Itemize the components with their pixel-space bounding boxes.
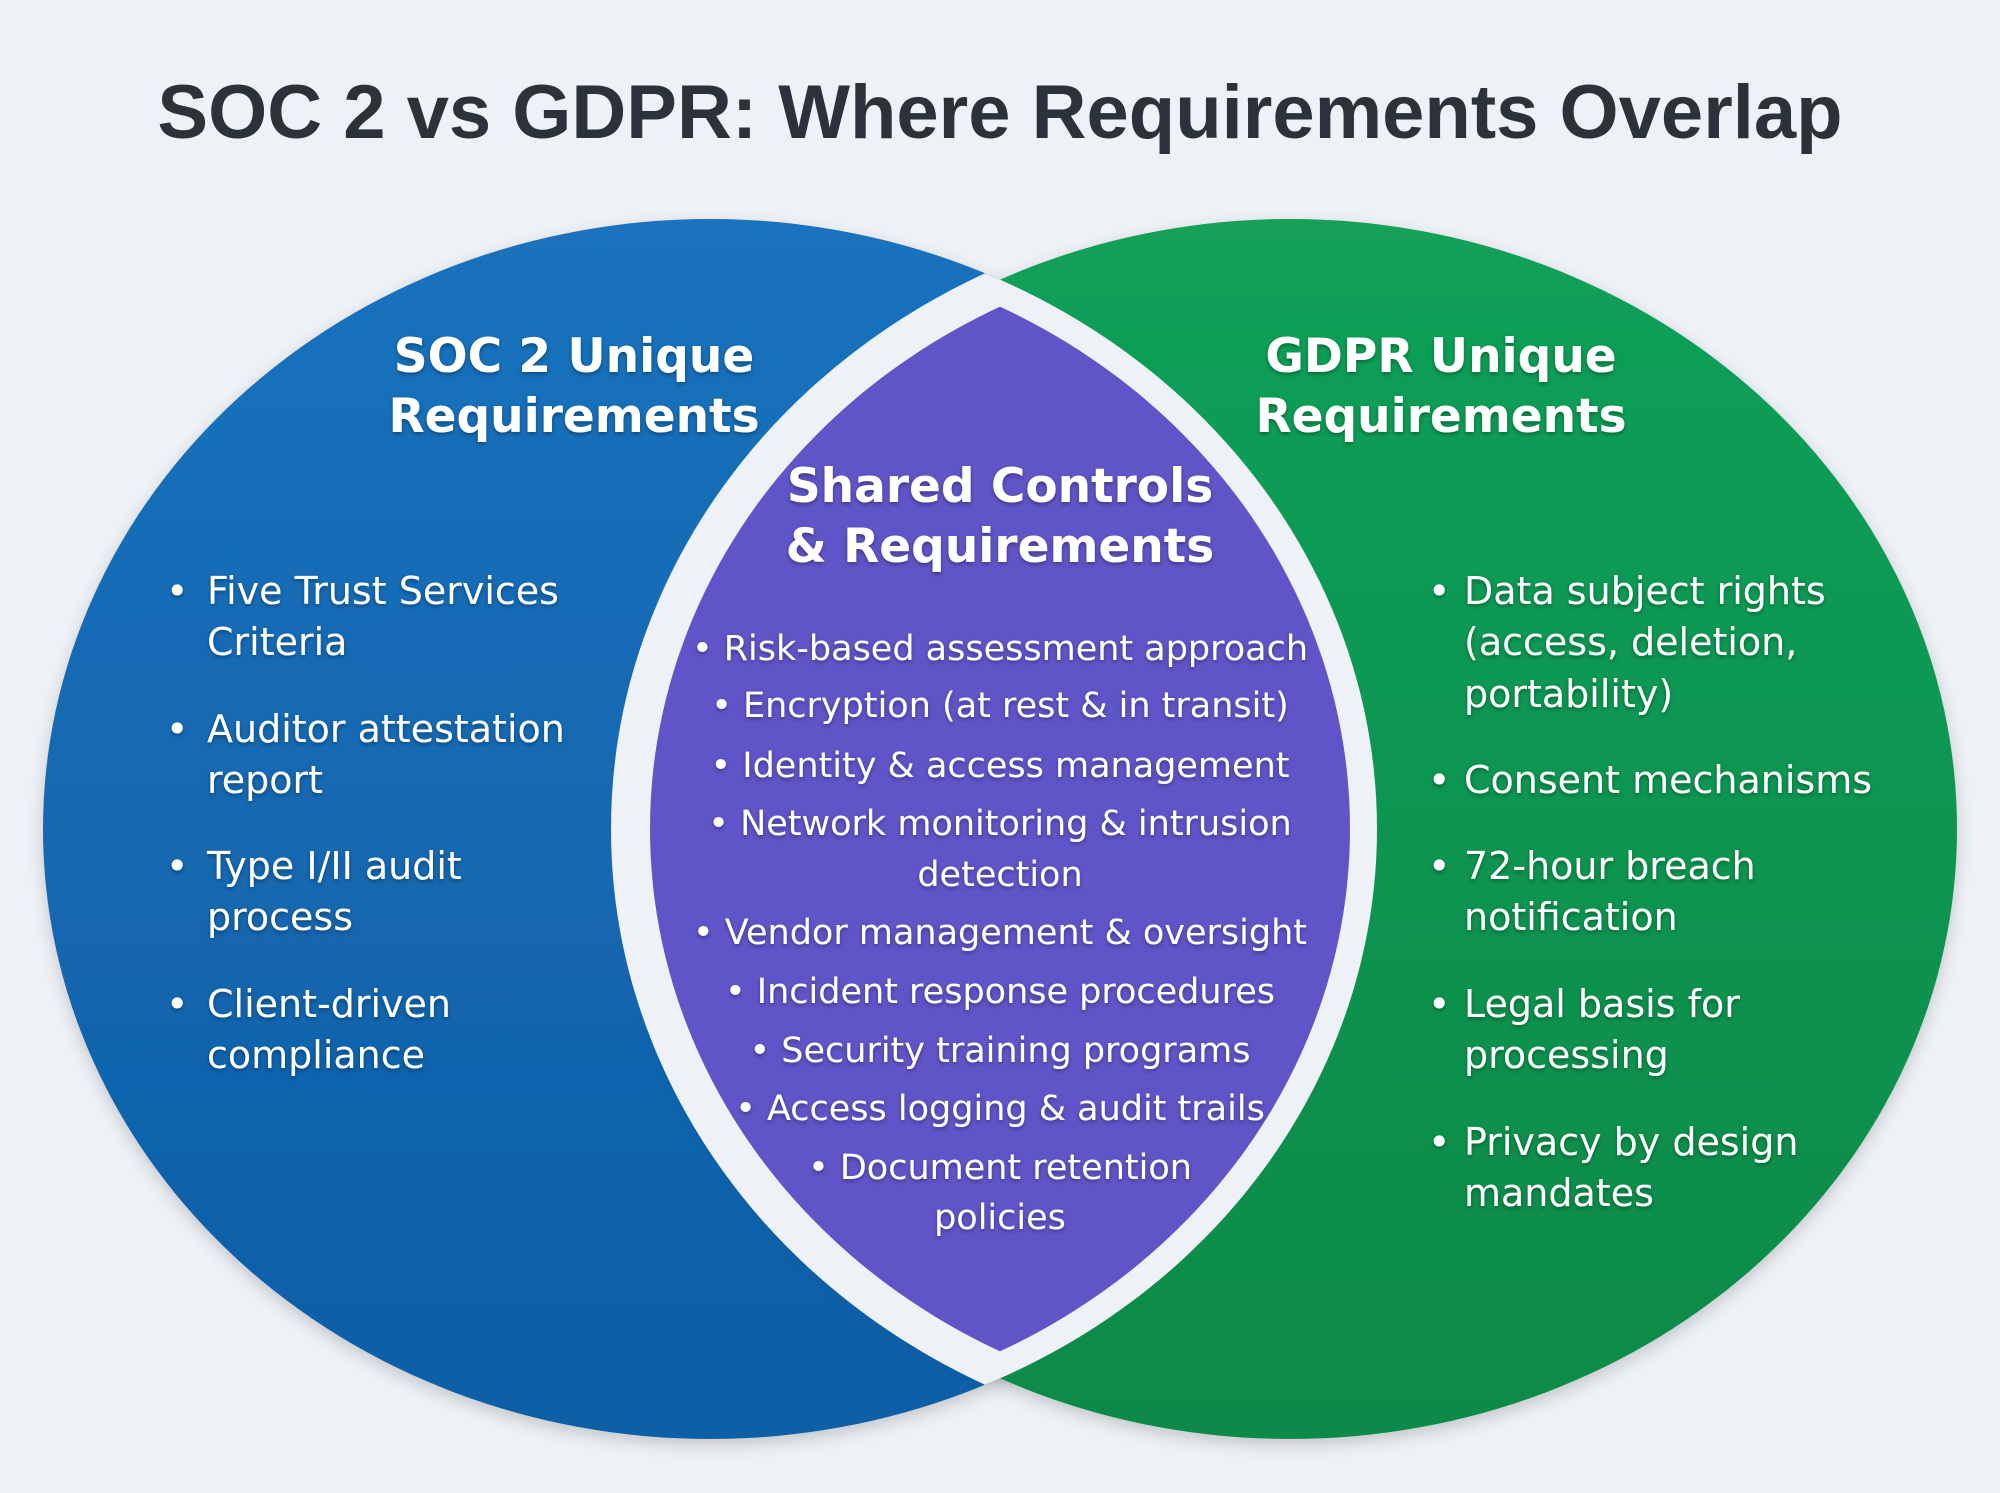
bullet-icon: • (1428, 844, 1450, 888)
bullet-icon: • (166, 707, 188, 751)
list-item-line: notification (1464, 895, 1678, 939)
soc2-heading: SOC 2 Unique Requirements (388, 329, 759, 444)
bullet-icon: • (1428, 1120, 1450, 1164)
heading-line: GDPR Unique (1265, 329, 1616, 384)
list-item-line: process (207, 895, 353, 939)
list-item-line: Client-driven (207, 982, 451, 1026)
heading-line: SOC 2 Unique (394, 329, 754, 384)
bullet-icon: • (1428, 982, 1450, 1026)
list-item-line: compliance (207, 1033, 425, 1077)
bullet-icon: • (1428, 569, 1450, 613)
shared-item-line: • Risk-based assessment approach (692, 629, 1308, 669)
heading-line: Requirements (1255, 389, 1626, 444)
list-item-line: Type I/II audit (206, 844, 462, 888)
list-item-line: Auditor attestation (207, 707, 565, 751)
heading-line: & Requirements (786, 519, 1214, 574)
bullet-icon: • (1428, 758, 1450, 802)
gdpr-list: • Data subject rights (access, deletion, po… (1428, 569, 1872, 1215)
bullet-icon: • (166, 844, 188, 888)
shared-item-line: • Access logging & audit trails (735, 1089, 1265, 1129)
list-item-line: portability) (1464, 672, 1673, 716)
list-item-line: report (207, 758, 323, 802)
list-item-line: processing (1464, 1033, 1669, 1077)
shared-item-line: • Vendor management & oversight (693, 913, 1307, 953)
list-item-line: Consent mechanisms (1464, 758, 1872, 802)
shared-list: • Risk-based assessment approach • Encryp… (692, 629, 1308, 1238)
list-item-line: Criteria (207, 620, 347, 664)
shared-heading: Shared Controls & Requirements (786, 459, 1214, 574)
list-item-line: Data subject rights (1464, 569, 1826, 613)
shared-item-line: • Network monitoring & intrusion (708, 804, 1291, 844)
list-item-line: Privacy by design (1464, 1120, 1798, 1164)
list-item-line: (access, deletion, (1464, 620, 1797, 664)
soc2-list: • Five Trust Services Criteria • Auditor att… (166, 569, 565, 1077)
bullet-icon: • (166, 982, 188, 1026)
shared-item-line: • Incident response procedures (725, 972, 1275, 1012)
shared-item-line: • Identity & access management (711, 746, 1290, 786)
shared-item-line: policies (934, 1198, 1066, 1238)
list-item-line: Legal basis for (1464, 982, 1740, 1026)
shared-item-line: • Document retention (808, 1148, 1192, 1188)
list-item-line: Five Trust Services (207, 569, 559, 613)
shared-item-line: • Security training programs (750, 1031, 1251, 1071)
heading-line: Shared Controls (787, 459, 1213, 514)
shared-item-line: detection (917, 855, 1082, 895)
gdpr-heading: GDPR Unique Requirements (1255, 329, 1626, 444)
heading-line: Requirements (388, 389, 759, 444)
list-item-line: 72-hour breach (1464, 844, 1756, 888)
list-item-line: mandates (1464, 1171, 1654, 1215)
page-title: SOC 2 vs GDPR: Where Requirements Overla… (157, 70, 1842, 155)
bullet-icon: • (166, 569, 188, 613)
shared-item-line: • Encryption (at rest & in transit) (711, 686, 1289, 726)
shared-lens (650, 243, 1350, 1415)
